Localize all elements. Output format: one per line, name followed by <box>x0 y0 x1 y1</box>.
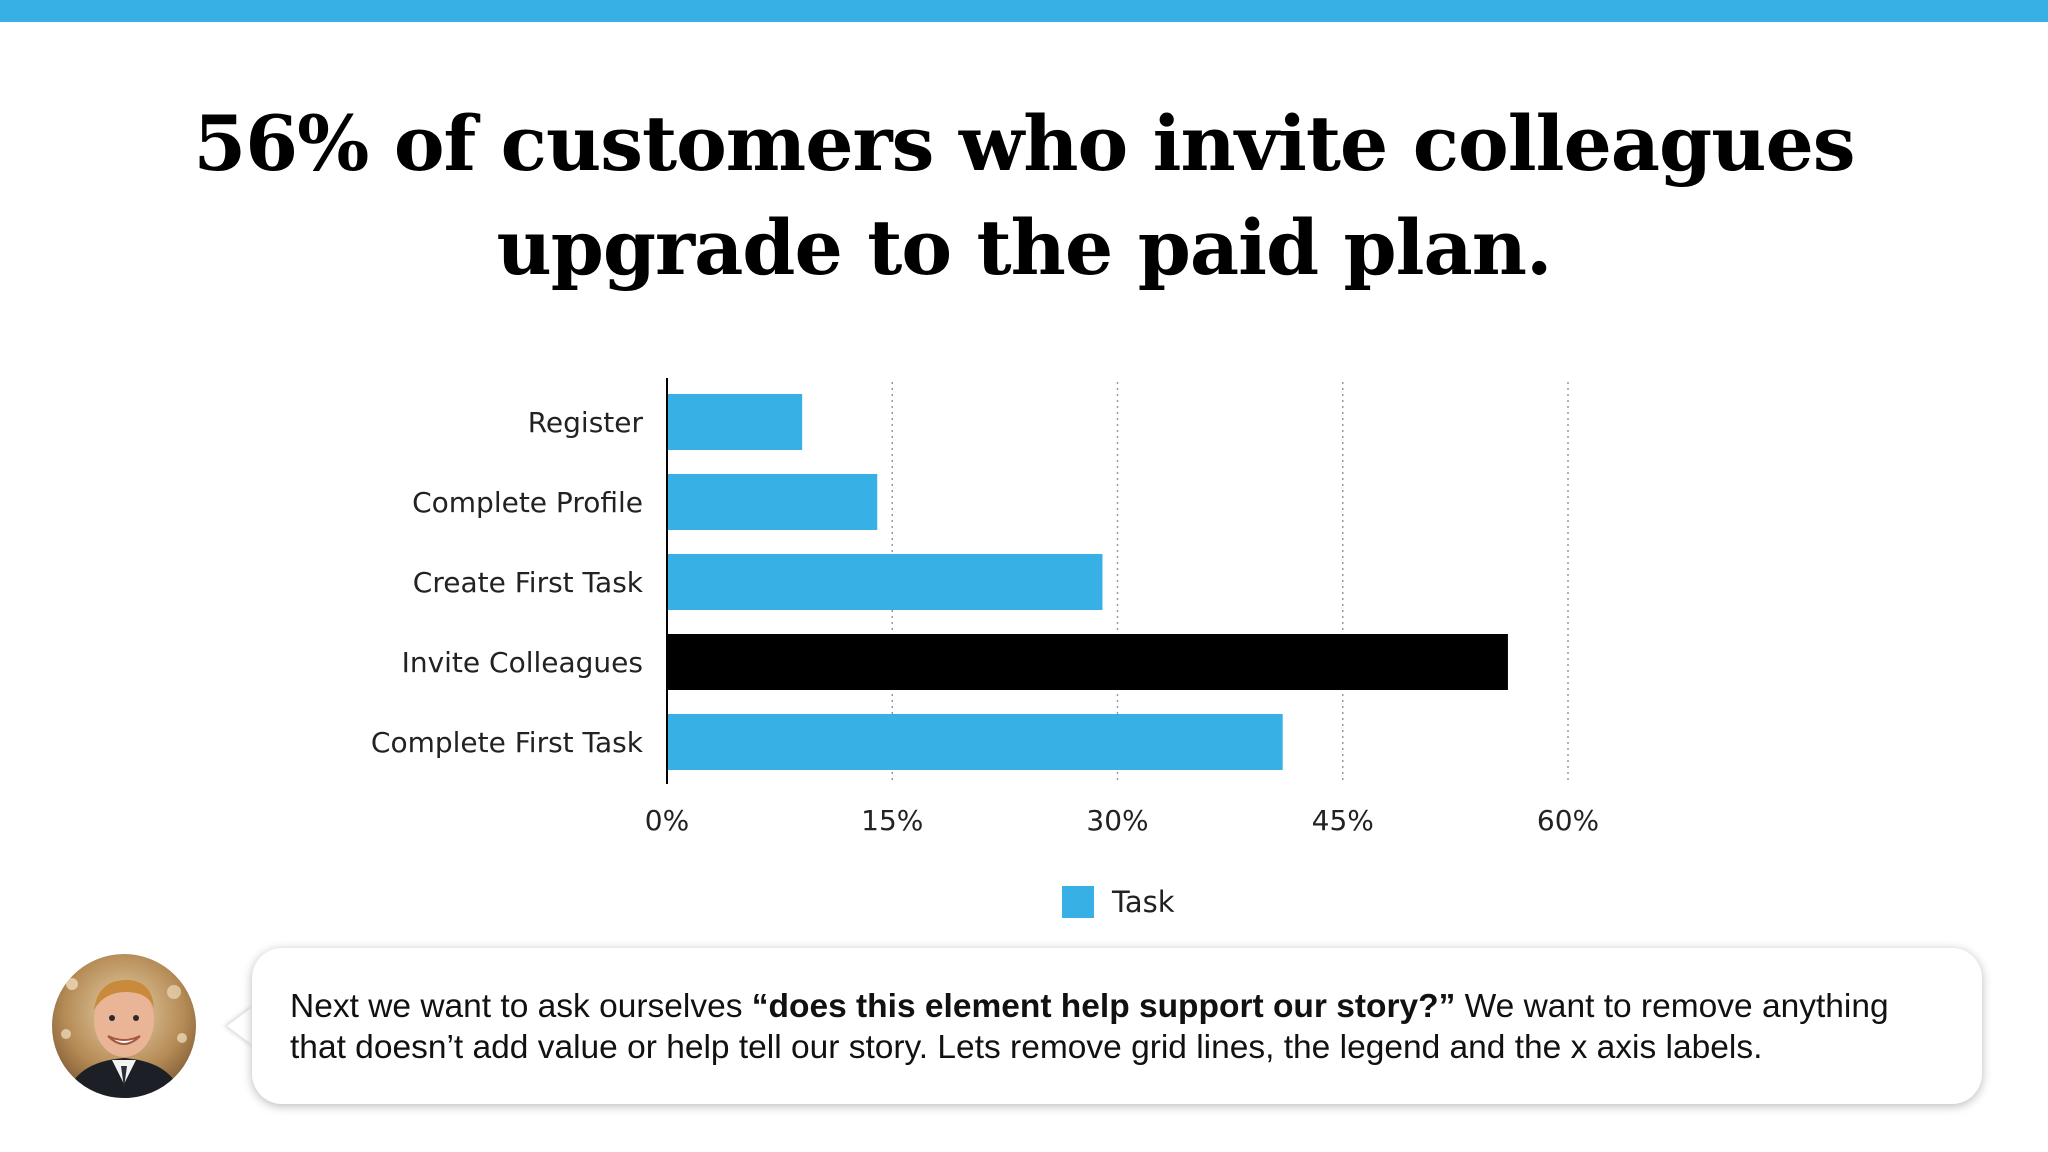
narration-text-lead: Next we want to ask ourselves <box>290 988 752 1025</box>
chart-bars <box>667 394 1508 770</box>
chart-gridlines <box>891 382 1569 784</box>
x-axis-tick-labels: 0% 15% 30% 45% 60% <box>645 804 1599 837</box>
top-accent-bar <box>0 0 2048 22</box>
category-label: Create First Task <box>413 566 644 599</box>
presenter-avatar <box>52 954 196 1098</box>
category-label: Invite Colleagues <box>402 646 643 679</box>
chart-legend: Task <box>1062 882 1175 922</box>
category-label: Register <box>528 406 644 439</box>
x-tick-label: 15% <box>861 804 923 837</box>
narration-text: Next we want to ask ourselves “does this… <box>290 986 1942 1068</box>
x-tick-label: 30% <box>1086 804 1148 837</box>
legend-swatch <box>1062 886 1094 918</box>
legend-label: Task <box>1112 885 1175 919</box>
category-label: Complete First Task <box>371 726 644 759</box>
presenter-avatar-icon <box>52 954 196 1098</box>
x-tick-label: 0% <box>645 804 689 837</box>
narration-text-rest: We want to remove anything that doesn’t … <box>290 988 1889 1066</box>
x-tick-label: 45% <box>1312 804 1374 837</box>
speech-bubble-tail <box>227 1006 254 1046</box>
narration-speech-bubble: Next we want to ask ourselves “does this… <box>252 948 1982 1104</box>
bar <box>667 554 1103 610</box>
bar <box>667 394 803 450</box>
bar <box>667 474 878 530</box>
slide-title: 56% of customers who invite colleagues u… <box>0 92 2048 300</box>
slide-title-line-1: 56% of customers who invite colleagues <box>193 99 1855 188</box>
category-labels: Register Complete Profile Create First Tas… <box>371 406 644 759</box>
bar-highlighted <box>667 634 1508 690</box>
x-tick-label: 60% <box>1537 804 1599 837</box>
slide-title-line-2: upgrade to the paid plan. <box>496 203 1552 292</box>
bar-chart: Register Complete Profile Create First Tas… <box>371 378 1599 837</box>
narration-text-emphasis: “does this element help support our stor… <box>751 988 1456 1025</box>
category-label: Complete Profile <box>412 486 643 519</box>
bar <box>667 714 1283 770</box>
